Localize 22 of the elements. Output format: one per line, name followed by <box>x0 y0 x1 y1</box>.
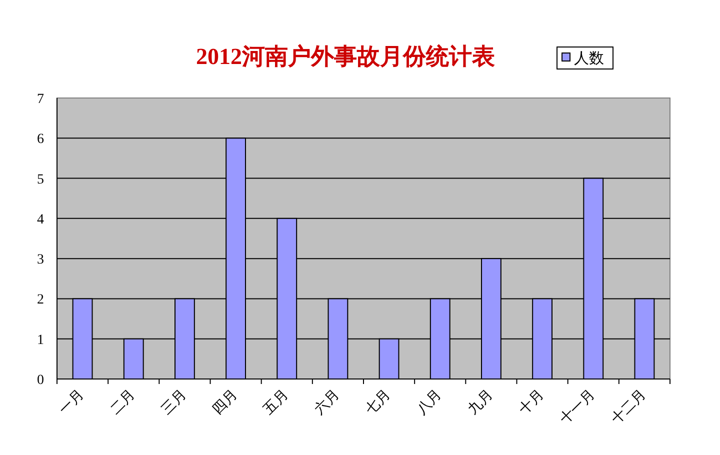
x-tick-label: 三月 <box>158 386 190 418</box>
x-tick-label: 六月 <box>312 386 343 418</box>
x-tick-label: 十二月 <box>608 386 650 428</box>
y-tick-label: 3 <box>37 252 44 268</box>
legend-label: 人数 <box>574 49 604 67</box>
x-tick-label: 二月 <box>107 386 138 418</box>
x-tick-label: 一月 <box>56 386 88 418</box>
x-tick-label: 十一月 <box>557 386 598 428</box>
x-tick-label: 七月 <box>362 386 394 418</box>
x-tick-label: 五月 <box>260 386 292 418</box>
x-tick-label: 八月 <box>414 386 445 418</box>
y-tick-label: 4 <box>37 212 44 228</box>
x-tick-label: 十月 <box>516 386 548 418</box>
y-tick-label: 5 <box>37 172 44 188</box>
y-tick-label: 2 <box>37 292 44 308</box>
x-tick-label: 四月 <box>210 386 241 418</box>
x-tick-label: 九月 <box>464 386 496 418</box>
y-tick-label: 7 <box>37 92 44 107</box>
y-tick-label: 0 <box>37 373 44 388</box>
title: 2012河南户外事故月份统计表 <box>196 44 495 69</box>
y-tick-label: 6 <box>37 132 44 148</box>
y-tick-label: 1 <box>37 332 44 348</box>
